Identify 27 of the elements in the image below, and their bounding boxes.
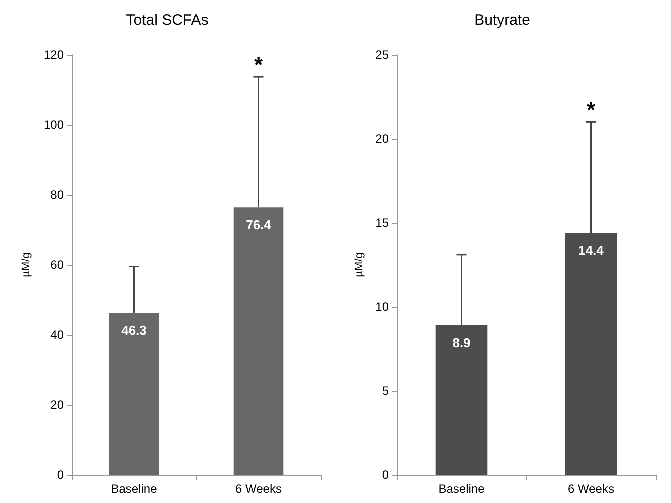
y-tick-label: 80 [50, 188, 64, 202]
y-tick-label: 100 [44, 118, 64, 132]
y-tick-label: 10 [376, 300, 390, 314]
x-tick-label: 6 Weeks [236, 482, 282, 496]
y-tick-label: 20 [50, 398, 64, 412]
y-tick-label: 5 [382, 384, 390, 398]
chart-title: Total SCFAs [126, 12, 209, 29]
annotation: * [254, 52, 264, 78]
data-label: 46.3 [122, 322, 147, 338]
y-tick-label: 15 [376, 216, 390, 230]
y-axis-title: µM/g [20, 252, 32, 278]
x-tick-label: 6 Weeks [568, 482, 614, 496]
x-tick-label: Baseline [438, 482, 486, 496]
y-tick-label: 60 [50, 258, 64, 272]
annotation: * [586, 98, 596, 123]
y-tick-label: 0 [382, 468, 390, 482]
data-label: 76.4 [246, 218, 272, 233]
y-tick-label: 40 [50, 328, 64, 342]
x-tick-label: Baseline [111, 482, 158, 496]
data-label: 14.4 [578, 243, 605, 258]
chart-title: Butyrate [474, 12, 530, 29]
data-label: 8.9 [452, 335, 471, 350]
y-axis-title: µM/g [353, 252, 366, 278]
y-tick-label: 0 [57, 468, 64, 482]
y-tick-label: 120 [44, 48, 64, 62]
y-tick-label: 25 [376, 48, 390, 62]
y-tick-label: 20 [376, 132, 390, 146]
